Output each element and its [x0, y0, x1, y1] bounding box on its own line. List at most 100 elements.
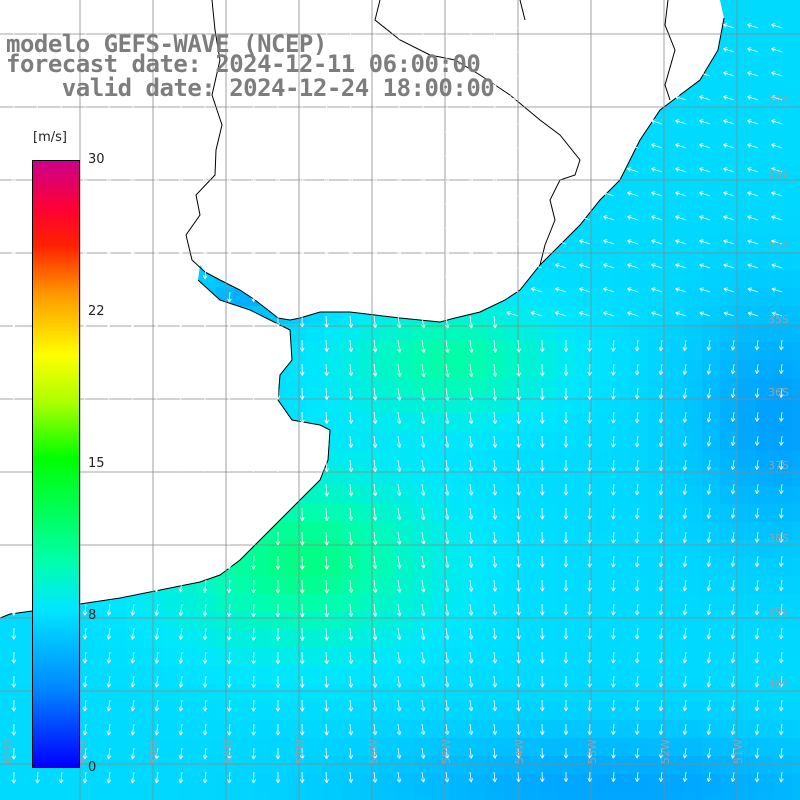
wind-cell	[648, 612, 666, 630]
wind-cell	[612, 306, 630, 324]
wind-cell	[288, 378, 306, 396]
wind-cell	[126, 630, 144, 648]
wind-arrow	[468, 555, 474, 568]
wind-cell	[756, 648, 774, 666]
wind-cell	[234, 648, 252, 666]
wind-cell	[666, 360, 684, 378]
wind-arrow	[779, 435, 784, 446]
wind-cell	[576, 684, 594, 702]
wind-cell	[414, 540, 432, 558]
wind-cell	[342, 378, 360, 396]
wind-cell	[324, 594, 342, 612]
wind-arrow	[420, 195, 426, 208]
wind-cell	[684, 594, 702, 612]
wind-arrow	[202, 627, 208, 641]
wind-cell	[540, 666, 558, 684]
wind-arrow	[554, 239, 567, 245]
wind-cell	[468, 738, 486, 756]
wind-cell	[720, 378, 738, 396]
wind-cell	[432, 666, 450, 684]
wind-cell	[486, 684, 504, 702]
wind-arrow	[372, 411, 378, 425]
wind-cell	[252, 684, 270, 702]
wind-arrow	[275, 243, 281, 256]
wind-cell	[540, 378, 558, 396]
wind-arrow	[130, 315, 136, 328]
wind-arrow	[634, 675, 640, 688]
wind-cell	[576, 288, 594, 306]
wind-cell	[792, 162, 800, 180]
wind-arrow	[754, 603, 760, 616]
wind-cell	[108, 630, 126, 648]
wind-cell	[720, 270, 738, 288]
wind-cell	[306, 576, 324, 594]
wind-cell	[612, 738, 630, 756]
wind-arrow	[154, 747, 160, 760]
wind-cell	[756, 342, 774, 360]
wind-cell	[774, 54, 792, 72]
wind-cell	[396, 792, 414, 800]
wind-arrow	[747, 215, 759, 221]
wind-arrow	[348, 219, 354, 232]
wind-arrow	[516, 363, 521, 377]
wind-arrow	[178, 459, 184, 472]
wind-cell	[288, 684, 306, 702]
wind-cell	[738, 270, 756, 288]
wind-cell	[522, 414, 540, 432]
wind-arrow	[587, 435, 592, 448]
wind-cell	[126, 702, 144, 720]
wind-cell	[756, 126, 774, 144]
wind-arrow	[507, 191, 519, 197]
wind-arrow	[651, 71, 663, 77]
wind-arrow	[106, 243, 112, 256]
wind-arrow	[587, 651, 592, 664]
wind-arrow	[154, 267, 160, 280]
wind-cell	[666, 108, 684, 126]
wind-cell	[738, 450, 756, 468]
wind-cell	[540, 738, 558, 756]
wind-cell	[792, 144, 800, 162]
wind-arrow	[251, 435, 256, 448]
wind-cell	[360, 450, 378, 468]
wind-cell	[720, 432, 738, 450]
wind-arrow	[540, 483, 545, 496]
longitude-label: 56W	[367, 739, 380, 764]
wind-cell	[738, 36, 756, 54]
wind-arrow	[492, 723, 498, 736]
wind-cell	[684, 396, 702, 414]
colorbar-unit: [m/s]	[33, 130, 67, 145]
wind-arrow	[299, 387, 305, 400]
wind-cell	[756, 738, 774, 756]
wind-arrow	[771, 95, 783, 101]
wind-arrow	[421, 459, 426, 472]
wind-cell	[684, 576, 702, 594]
wind-arrow	[372, 123, 378, 136]
wind-cell	[198, 666, 216, 684]
wind-cell	[486, 612, 504, 630]
wind-arrow	[516, 483, 521, 496]
wind-cell	[540, 720, 558, 738]
wind-cell	[630, 342, 648, 360]
longitude-label: 55W	[440, 739, 453, 764]
wind-cell	[666, 504, 684, 522]
wind-cell	[270, 648, 288, 666]
wind-arrow	[675, 191, 687, 197]
wind-arrow	[178, 75, 184, 88]
wind-arrow	[202, 99, 208, 112]
wind-cell	[684, 90, 702, 108]
wind-arrow	[706, 387, 712, 399]
wind-cell	[342, 468, 360, 486]
wind-cell	[792, 198, 800, 216]
wind-cell	[522, 558, 540, 576]
wind-arrow	[444, 651, 450, 664]
wind-arrow	[372, 51, 378, 64]
wind-arrow	[35, 75, 40, 88]
wind-arrow	[82, 651, 88, 664]
wind-arrow	[730, 651, 736, 664]
wind-arrow	[754, 651, 760, 664]
wind-cell	[486, 396, 504, 414]
wind-cell	[630, 432, 648, 450]
wind-cell	[432, 648, 450, 666]
wind-cell	[666, 450, 684, 468]
wind-arrow	[747, 191, 759, 197]
